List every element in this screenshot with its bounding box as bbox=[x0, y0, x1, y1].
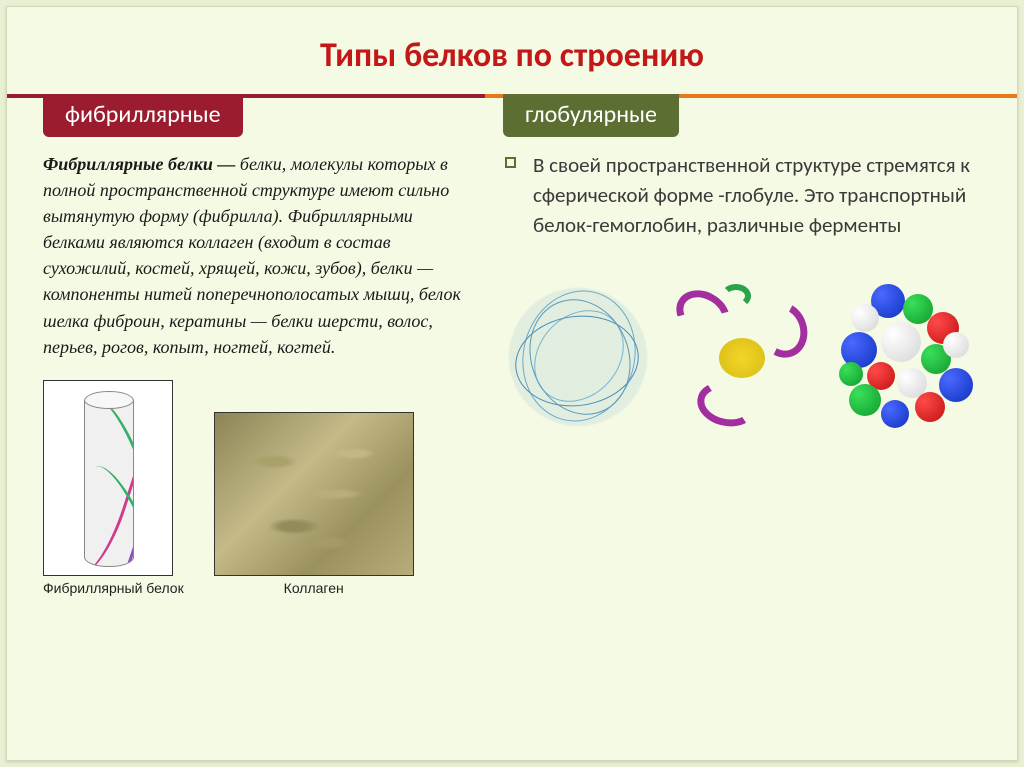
slide: Типы белков по строению фибриллярные Фиб… bbox=[6, 6, 1018, 761]
paragraph-fibrillar: Фибриллярные белки — белки, молекулы кот… bbox=[43, 151, 467, 360]
fibrillar-protein-illustration bbox=[43, 380, 173, 576]
body-text-right: В своей пространственной структуре стрем… bbox=[533, 152, 970, 238]
heading-wrap-left: фибриллярные bbox=[43, 94, 467, 137]
slide-title: Типы белков по строению bbox=[7, 7, 1017, 94]
protein-wireframe bbox=[503, 272, 653, 442]
figure-fibrillar-protein: Фибриллярный белок bbox=[43, 380, 184, 596]
protein-spacefill bbox=[831, 272, 981, 442]
collagen-micrograph bbox=[214, 412, 414, 576]
columns: фибриллярные Фибриллярные белки — белки,… bbox=[7, 94, 1017, 596]
heading-wrap-right: глобулярные bbox=[503, 94, 981, 137]
paragraph-globular: В своей пространственной структуре стрем… bbox=[503, 151, 981, 240]
lead-phrase: Фибриллярные белки — bbox=[43, 154, 235, 174]
caption-collagen: Коллаген bbox=[214, 580, 414, 596]
figures-left: Фибриллярный белок Коллаген bbox=[43, 380, 467, 596]
body-text-left: белки, молекулы которых в полной простра… bbox=[43, 154, 461, 357]
figure-collagen: Коллаген bbox=[214, 412, 414, 596]
heading-globular: глобулярные bbox=[503, 94, 679, 137]
protein-ribbon bbox=[667, 272, 817, 442]
column-fibrillar: фибриллярные Фибриллярные белки — белки,… bbox=[43, 94, 467, 596]
column-globular: глобулярные В своей пространственной стр… bbox=[503, 94, 981, 596]
protein-models-row bbox=[503, 272, 981, 442]
heading-fibrillar: фибриллярные bbox=[43, 94, 243, 137]
bullet-square-icon bbox=[505, 157, 516, 168]
caption-fibrillar: Фибриллярный белок bbox=[43, 580, 184, 596]
